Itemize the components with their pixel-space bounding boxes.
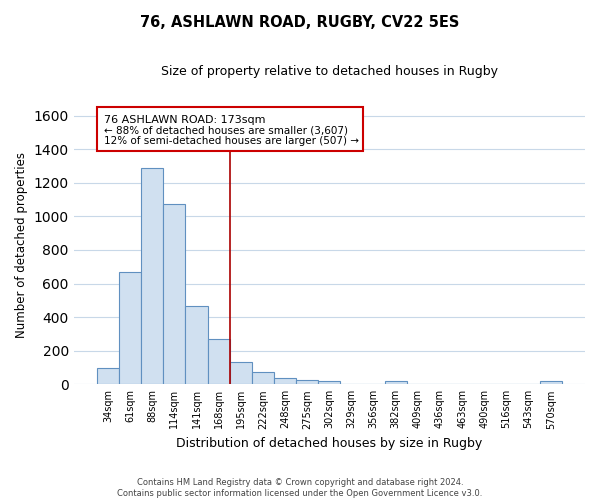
Bar (296, 380, 318, 384)
Bar (252, 372, 274, 384)
Bar (97, 107, 362, 151)
Bar (119, 272, 141, 384)
Bar (230, 362, 252, 384)
Bar (208, 339, 230, 384)
Text: 76, ASHLAWN ROAD, RUGBY, CV22 5ES: 76, ASHLAWN ROAD, RUGBY, CV22 5ES (140, 15, 460, 30)
Bar (97, 368, 119, 384)
Text: 76 ASHLAWN ROAD: 173sqm: 76 ASHLAWN ROAD: 173sqm (104, 115, 265, 125)
Y-axis label: Number of detached properties: Number of detached properties (15, 152, 28, 338)
Text: Contains HM Land Registry data © Crown copyright and database right 2024.
Contai: Contains HM Land Registry data © Crown c… (118, 478, 482, 498)
Title: Size of property relative to detached houses in Rugby: Size of property relative to detached ho… (161, 65, 498, 78)
X-axis label: Distribution of detached houses by size in Rugby: Distribution of detached houses by size … (176, 437, 482, 450)
Text: 12% of semi-detached houses are larger (507) →: 12% of semi-detached houses are larger (… (104, 136, 359, 146)
Bar (385, 381, 407, 384)
Bar (318, 381, 340, 384)
Bar (274, 378, 296, 384)
Bar (185, 306, 208, 384)
Bar (141, 168, 163, 384)
Text: ← 88% of detached houses are smaller (3,607): ← 88% of detached houses are smaller (3,… (104, 126, 347, 136)
Bar (539, 381, 562, 384)
Bar (163, 204, 185, 384)
